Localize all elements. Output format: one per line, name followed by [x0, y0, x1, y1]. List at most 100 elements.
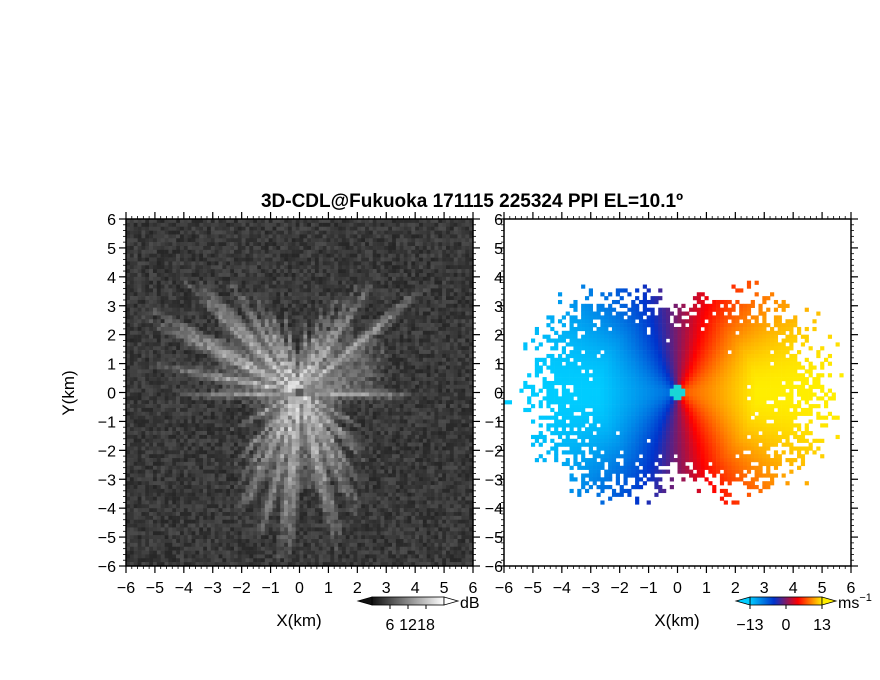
- snr-cell: [214, 380, 219, 386]
- snr-cell: [179, 346, 185, 351]
- snr-cell: [318, 515, 323, 521]
- snr-cell: [218, 326, 223, 332]
- snr-cell: [311, 384, 316, 389]
- snr-cell: [249, 396, 254, 401]
- snr-cell: [152, 458, 158, 463]
- snr-cell: [311, 284, 316, 289]
- snr-cell: [249, 473, 254, 478]
- snr-cell: [203, 238, 208, 243]
- snr-cell: [199, 554, 204, 559]
- snr-cell: [168, 230, 173, 235]
- snr-cell: [137, 461, 142, 467]
- snr-cell: [199, 465, 204, 470]
- snr-cell: [303, 384, 308, 389]
- snr-cell: [314, 515, 320, 521]
- snr-cell: [222, 303, 227, 308]
- snr-cell: [149, 492, 154, 497]
- snr-cell: [206, 280, 212, 285]
- snr-cell: [245, 334, 250, 339]
- snr-cell: [322, 388, 327, 393]
- snr-cell: [187, 427, 192, 432]
- snr-cell: [203, 257, 208, 262]
- snr-cell: [245, 535, 250, 540]
- snr-cell: [214, 323, 219, 328]
- snr-cell: [314, 419, 320, 424]
- snr-cell: [230, 527, 235, 532]
- snr-cell: [307, 461, 312, 467]
- snr-cell: [187, 562, 192, 567]
- snr-cell: [322, 377, 327, 382]
- snr-cell: [338, 384, 343, 389]
- snr-cell: [272, 423, 277, 428]
- snr-cell: [137, 542, 142, 548]
- snr-cell: [214, 407, 219, 413]
- snr-cell: [206, 442, 212, 447]
- snr-cell: [199, 535, 204, 540]
- snr-cell: [210, 265, 215, 270]
- snr-cell: [145, 226, 150, 231]
- snr-cell: [195, 454, 200, 459]
- snr-cell: [156, 481, 161, 486]
- snr-cell: [322, 454, 327, 459]
- snr-cell: [195, 315, 200, 320]
- snr-cell: [172, 369, 177, 374]
- snr-cell: [168, 226, 173, 231]
- snr-cell: [168, 407, 173, 413]
- snr-cell: [210, 469, 215, 474]
- snr-cell: [126, 226, 131, 231]
- snr-cell: [326, 535, 331, 540]
- snr-cell: [187, 458, 192, 463]
- snr-cell: [149, 415, 154, 420]
- snr-cell: [137, 261, 142, 266]
- snr-cell: [303, 481, 308, 486]
- snr-cell: [214, 346, 219, 351]
- snr-cell: [160, 307, 165, 312]
- snr-cell: [214, 419, 219, 424]
- snr-cell: [233, 477, 239, 482]
- snr-cell: [245, 299, 250, 305]
- snr-cell: [257, 492, 262, 497]
- snr-cell: [152, 342, 158, 347]
- snr-cell: [241, 527, 246, 532]
- snr-cell: [291, 292, 296, 297]
- snr-cell: [311, 527, 316, 532]
- snr-cell: [241, 242, 246, 247]
- snr-cell: [137, 257, 142, 262]
- snr-cell: [314, 404, 320, 409]
- snr-cell: [164, 377, 169, 382]
- snr-cell: [272, 384, 277, 389]
- snr-cell: [191, 473, 196, 478]
- snr-cell: [318, 527, 323, 532]
- snr-cell: [233, 242, 239, 247]
- snr-cell: [145, 350, 150, 355]
- snr-cell: [241, 519, 246, 524]
- snr-cell: [149, 396, 154, 401]
- snr-cell: [206, 492, 212, 497]
- snr-cell: [126, 392, 131, 397]
- snr-cell: [214, 527, 219, 532]
- snr-cell: [133, 234, 138, 239]
- snr-cell: [164, 423, 169, 428]
- snr-cell: [322, 280, 327, 285]
- snr-cell: [141, 226, 146, 231]
- snr-cell: [299, 485, 304, 490]
- snr-cell: [218, 365, 223, 370]
- snr-cell: [257, 539, 262, 544]
- snr-cell: [152, 303, 158, 308]
- snr-cell: [133, 238, 138, 243]
- snr-cell: [203, 245, 208, 251]
- snr-cell: [318, 353, 323, 359]
- snr-cell: [338, 326, 343, 332]
- snr-cell: [314, 512, 320, 517]
- snr-cell: [195, 531, 200, 536]
- snr-cell: [199, 427, 204, 432]
- snr-cell: [195, 523, 200, 528]
- snr-cell: [311, 253, 316, 258]
- snr-cell: [187, 415, 192, 420]
- snr-cell: [149, 450, 154, 455]
- snr-cell: [287, 222, 293, 228]
- snr-cell: [276, 400, 281, 405]
- snr-cell: [222, 365, 227, 370]
- snr-cell: [280, 423, 285, 428]
- snr-cell: [172, 269, 177, 274]
